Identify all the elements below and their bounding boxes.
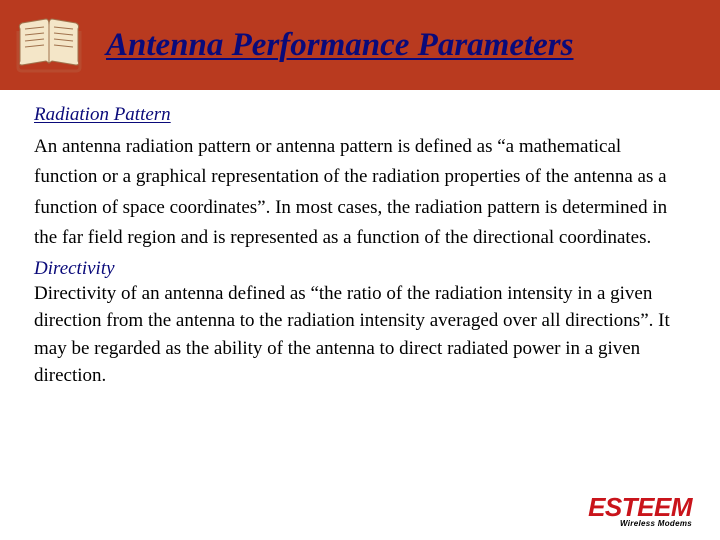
- section2-heading: Directivity: [34, 258, 686, 280]
- content-area: Radiation Pattern An antenna radiation p…: [0, 90, 720, 390]
- section1-heading: Radiation Pattern: [34, 104, 686, 126]
- header-bar: Antenna Performance Parameters: [0, 0, 720, 90]
- section1-body: An antenna radiation pattern or antenna …: [34, 132, 686, 254]
- section2-body: Directivity of an antenna defined as “th…: [34, 280, 686, 390]
- footer-logo: ESTEEM Wireless Modems: [588, 496, 692, 528]
- page-title: Antenna Performance Parameters: [84, 27, 574, 63]
- logo-text: ESTEEM: [588, 496, 692, 519]
- book-icon: [14, 15, 84, 75]
